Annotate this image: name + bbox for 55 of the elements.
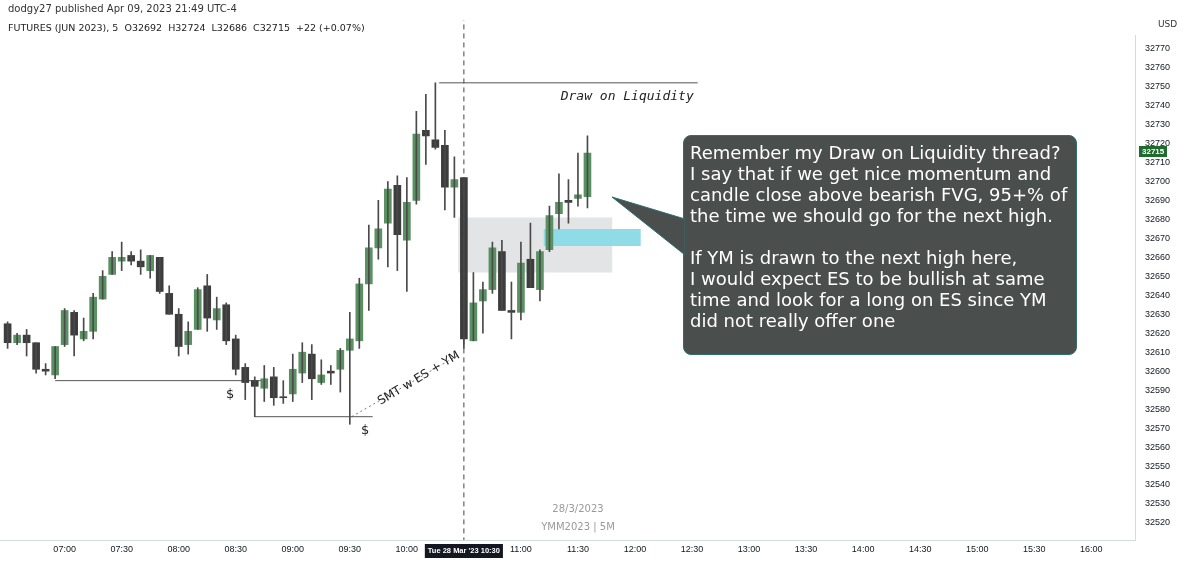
annotation: $ — [225, 386, 235, 402]
y-tick-label: 32750 — [1145, 81, 1171, 92]
x-tick-label: 13:30 — [794, 543, 818, 554]
y-tick-label: 32640 — [1145, 289, 1171, 300]
text: dodgy27 published Apr 09, 2023 21:49 UTC-4 — [8, 3, 237, 14]
y-tick-label: 32590 — [1145, 384, 1171, 395]
y-tick-label: 32660 — [1145, 251, 1171, 262]
annotation: 28/3/2023 — [552, 503, 604, 514]
text: 32715 — [1139, 146, 1168, 157]
y-tick-label: 32690 — [1145, 194, 1171, 205]
y-tick-label: 32610 — [1145, 346, 1171, 357]
y-tick-label: 32630 — [1145, 308, 1171, 319]
x-tick-label: 14:30 — [908, 543, 932, 554]
annotation: Remember my Draw on Liquidity thread? I say that if we get nice momentum and candle close above bearish FVG, 95+% of the time we should go for the next high. If YM is drawn to the next high here, I would expect ES to be bullish at same time and look for a long on ES since YM did not really offer one — [683, 135, 1077, 355]
x-tick-label: 15:00 — [965, 543, 989, 554]
x-tick-label: 10:00 — [395, 543, 419, 554]
y-tick-label: 32680 — [1145, 213, 1171, 224]
x-tick-label: 09:00 — [281, 543, 305, 554]
chart-title: FUTURES (JUN 2023), 5 O32692 H32724 L32686 C32715 +22 (+0.07%) — [8, 22, 365, 33]
y-tick-label: 32710 — [1145, 156, 1171, 167]
y-tick-label: 32770 — [1145, 43, 1171, 54]
x-tick-label: 11:30 — [567, 543, 589, 554]
x-tick-label: 11:00 — [509, 543, 532, 554]
y-tick-label: 32560 — [1145, 441, 1171, 452]
y-tick-label: 32520 — [1145, 517, 1171, 528]
x-tick-label: 14:00 — [851, 543, 875, 554]
x-tick-label: 12:30 — [680, 543, 704, 554]
x-tick-label: 07:30 — [110, 543, 133, 554]
y-tick-label: 32740 — [1145, 100, 1171, 111]
x-tick-label: 08:30 — [224, 543, 248, 554]
y-tick-label: 32730 — [1145, 119, 1171, 130]
annotation: YMM2023 | 5M — [541, 521, 615, 532]
y-tick-label: 32550 — [1145, 460, 1171, 471]
x-tick-label: 12:00 — [623, 543, 647, 554]
x-tick-label: 08:00 — [167, 543, 190, 554]
y-tick-label: 32670 — [1145, 232, 1171, 243]
y-tick-label: 32760 — [1145, 62, 1171, 73]
y-tick-label: 32570 — [1145, 422, 1171, 433]
x-tick-label: 13:00 — [737, 543, 761, 554]
annotation: SMT w ES + YM — [374, 347, 463, 408]
y-tick-label: 32650 — [1145, 270, 1171, 281]
y-tick-label: 32580 — [1145, 403, 1171, 414]
annotation: Draw on Liquidity — [559, 88, 694, 104]
y-tick-label: 32620 — [1145, 327, 1171, 338]
y-tick-label: 32720 — [1145, 138, 1171, 149]
y-tick-label: 32600 — [1145, 365, 1171, 376]
y-tick-label: 32530 — [1145, 498, 1171, 509]
y-tick-label: 32700 — [1145, 175, 1171, 186]
x-tick-label: 07:00 — [53, 543, 76, 554]
x-tick-label: 15:30 — [1022, 543, 1046, 554]
annotation: $ — [360, 422, 370, 438]
y-tick-label: 32540 — [1145, 479, 1171, 490]
y-axis-title: USD — [1158, 19, 1178, 29]
x-tick-label: 16:00 — [1080, 543, 1103, 554]
x-tick-label: 09:30 — [338, 543, 362, 554]
